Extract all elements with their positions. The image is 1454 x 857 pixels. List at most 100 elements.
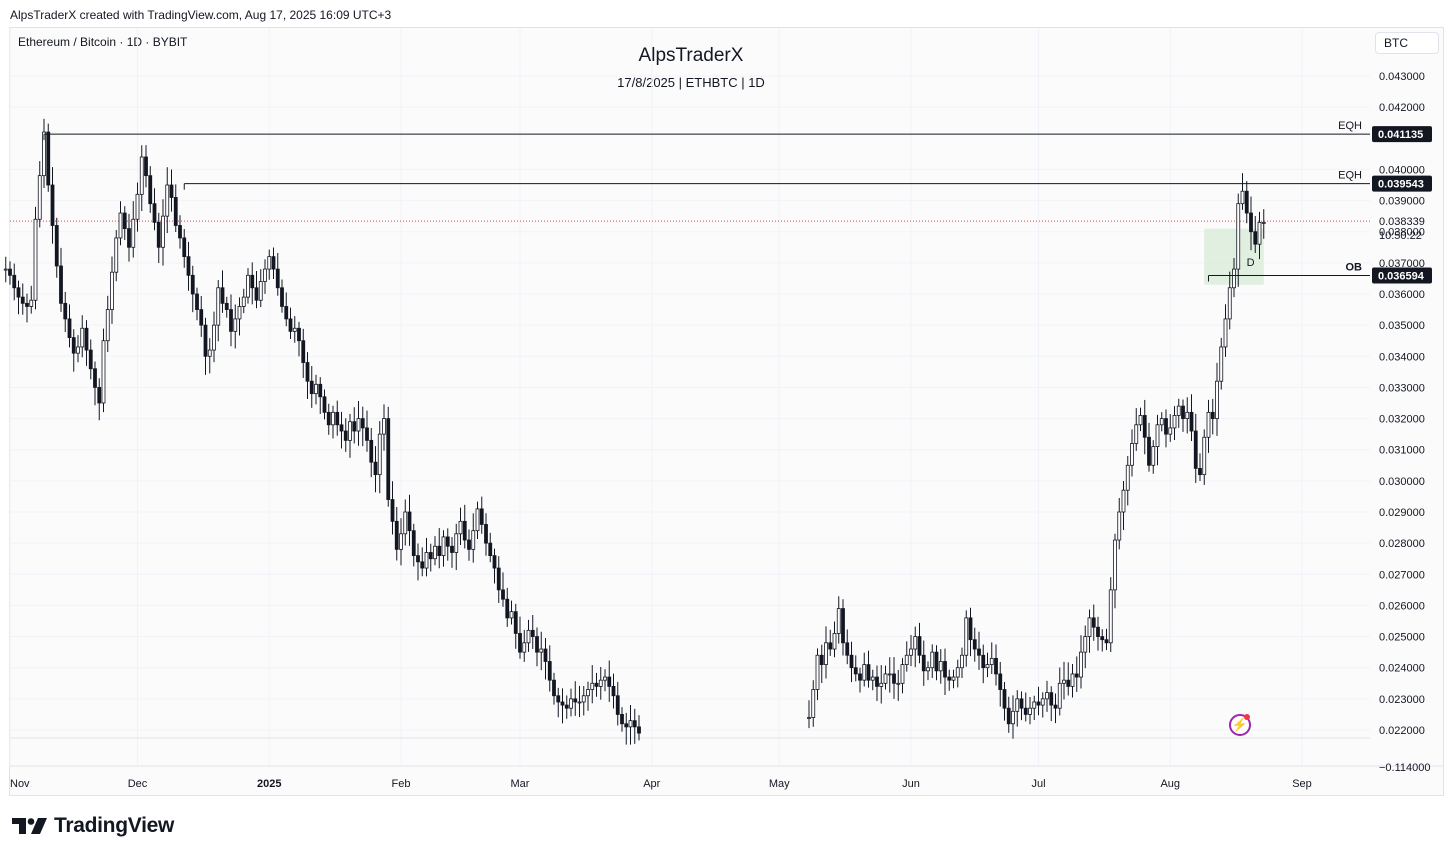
candle-body xyxy=(552,679,556,697)
candle-body xyxy=(1155,424,1160,447)
candle-body xyxy=(1142,415,1147,438)
candle-body xyxy=(1232,268,1236,289)
candle-body xyxy=(628,720,633,728)
candle-body xyxy=(182,237,187,258)
candle-body xyxy=(594,682,599,687)
candle-body xyxy=(335,411,340,426)
candle-body xyxy=(479,508,484,525)
tradingview-logo[interactable]: TradingView xyxy=(12,814,174,838)
candle-body xyxy=(938,661,943,672)
candle-body xyxy=(220,287,225,304)
candle-body xyxy=(981,654,986,669)
candle-body xyxy=(54,225,59,267)
candle-body xyxy=(1189,411,1194,432)
candle-body xyxy=(875,676,879,687)
candle-body xyxy=(233,318,238,332)
y-tick-label: 0.038000 xyxy=(1379,227,1425,239)
candle-body xyxy=(118,212,123,239)
candle-body xyxy=(1227,287,1232,320)
level-price-text: 0.041135 xyxy=(1378,129,1423,141)
level-label: EQH xyxy=(1338,120,1362,132)
x-tick-label: Dec xyxy=(128,778,148,790)
candle-body xyxy=(280,287,284,307)
candle-body xyxy=(917,636,922,656)
candle-body xyxy=(496,567,501,591)
candle-body xyxy=(288,318,293,332)
candle-body xyxy=(811,689,816,718)
candle-body xyxy=(841,608,845,644)
candle-body xyxy=(543,648,548,662)
candle-body xyxy=(80,327,85,348)
candle-body xyxy=(212,324,216,351)
level-price-tag xyxy=(1372,267,1432,284)
candle-body xyxy=(832,633,837,650)
y-tick-label: 0.034000 xyxy=(1379,351,1425,363)
candle-body xyxy=(297,327,301,342)
candle-body xyxy=(84,327,89,351)
y-tick-label: 0.026000 xyxy=(1379,600,1425,612)
candle-body xyxy=(1193,430,1198,469)
candle-body xyxy=(539,648,544,653)
candle-body xyxy=(241,296,246,307)
candle-body xyxy=(450,545,454,553)
candle-body xyxy=(1206,411,1211,438)
y-tick-label: −0.114000 xyxy=(1379,762,1431,774)
candle-body xyxy=(441,536,446,557)
candle-body xyxy=(1028,707,1032,715)
candle-body xyxy=(1219,346,1224,382)
candle-body xyxy=(407,511,412,532)
candle-body xyxy=(12,274,17,289)
y-tick-label: 0.022000 xyxy=(1379,725,1425,737)
x-tick-label: Aug xyxy=(1160,778,1180,790)
candle-body xyxy=(1240,190,1245,205)
candle-body xyxy=(1079,651,1083,678)
candle-body xyxy=(501,589,505,600)
candle-body xyxy=(624,723,629,728)
candle-body xyxy=(1113,539,1117,591)
candle-body xyxy=(1176,405,1181,416)
candle-body xyxy=(127,228,131,248)
currency-button[interactable]: BTC xyxy=(1375,32,1439,54)
candle-body xyxy=(964,617,969,656)
x-tick-label: Feb xyxy=(392,778,411,790)
candle-body xyxy=(484,524,488,544)
candle-body xyxy=(505,598,510,619)
candle-body xyxy=(909,648,913,656)
candle-body xyxy=(951,676,956,681)
candle-body xyxy=(598,679,603,687)
tradingview-brand-text: TradingView xyxy=(54,814,175,837)
y-tick-label: 0.037000 xyxy=(1379,258,1425,270)
level-price-tag xyxy=(1372,175,1432,192)
candle-body xyxy=(518,633,522,653)
candle-body xyxy=(161,215,165,248)
candle-body xyxy=(131,218,136,248)
candle-body xyxy=(144,156,148,177)
candle-body xyxy=(526,629,531,644)
candle-body xyxy=(509,611,514,619)
level-label: EQH xyxy=(1338,170,1362,182)
candle-body xyxy=(360,418,365,429)
candle-body xyxy=(173,197,178,226)
candle-body xyxy=(377,433,382,476)
candle-body xyxy=(807,717,811,719)
candle-body xyxy=(216,287,221,326)
candle-body xyxy=(403,511,408,535)
candle-body xyxy=(930,651,935,669)
candle-body xyxy=(1138,415,1143,426)
candle-body xyxy=(424,552,429,569)
candle-body xyxy=(445,536,450,547)
candle-body xyxy=(1172,415,1177,429)
candle-body xyxy=(305,362,310,382)
candle-body xyxy=(968,617,973,641)
candle-body xyxy=(20,296,25,304)
candle-body xyxy=(560,701,565,706)
candle-body xyxy=(348,421,352,441)
candle-body xyxy=(581,695,586,703)
candle-body xyxy=(331,411,335,426)
candle-body xyxy=(1066,679,1071,687)
candle-body xyxy=(135,193,140,220)
x-tick-label: Sep xyxy=(1292,778,1312,790)
candle-body xyxy=(148,175,153,205)
candle-body xyxy=(110,271,114,310)
